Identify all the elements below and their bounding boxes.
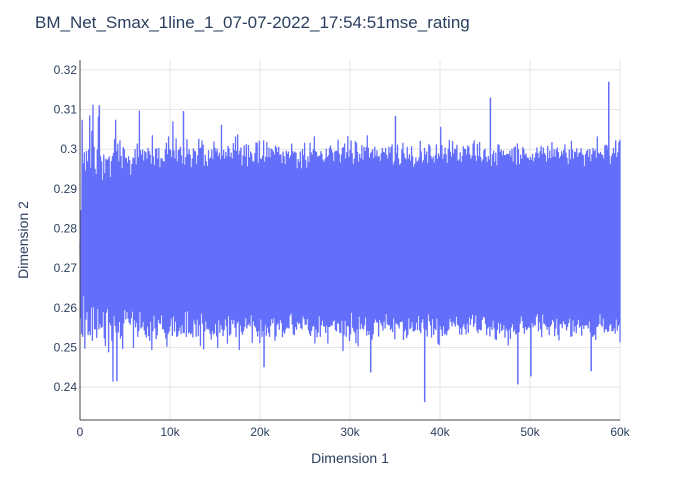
x-tick-label: 20k [250,425,270,439]
y-tick-label: 0.29 [54,182,78,196]
x-tick-label: 60k [610,425,630,439]
y-tick-label: 0.3 [60,142,77,156]
y-tick-label: 0.27 [54,261,78,275]
y-tick-label: 0.26 [54,301,78,315]
y-tick-label: 0.25 [54,340,78,354]
chart-title: BM_Net_Smax_1line_1_07-07-2022_17:54:51m… [35,13,470,32]
y-tick-label: 0.31 [54,103,78,117]
series-line [79,104,621,382]
tick-layer: 0 10k 20k 30k 40k 50k 60k 0.24 0.25 0.26 0.27 0.28 0… [54,63,631,439]
x-tick-label: 40k [430,425,450,439]
x-tick-label: 10k [160,425,180,439]
x-tick-label: 30k [340,425,360,439]
y-tick-label: 0.24 [54,380,78,394]
x-tick-label: 0 [77,425,84,439]
y-tick-label: 0.32 [54,63,78,77]
y-tick-label: 0.28 [54,222,78,236]
series-layer [79,81,621,403]
x-tick-label: 50k [520,425,540,439]
y-axis-title: Dimension 2 [15,201,31,279]
x-axis-title: Dimension 1 [311,450,389,466]
